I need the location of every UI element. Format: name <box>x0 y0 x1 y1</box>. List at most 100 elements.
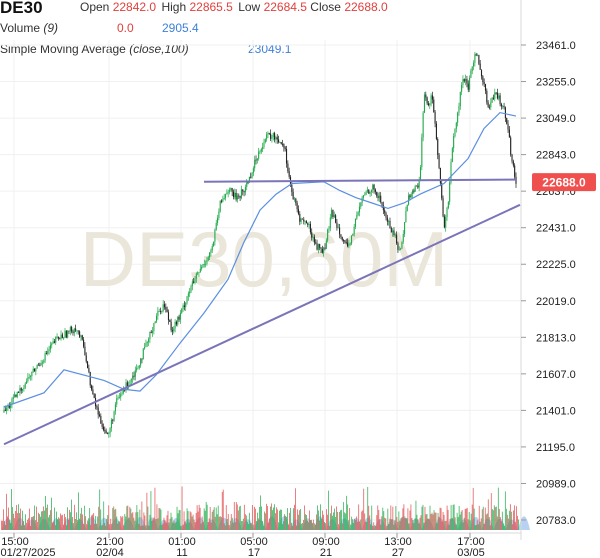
candle-body <box>84 346 86 356</box>
volume-bar <box>421 506 423 530</box>
volume-bar <box>148 525 150 530</box>
volume-bar <box>199 507 201 530</box>
candle-body <box>102 426 105 431</box>
volume-bar <box>330 513 331 530</box>
volume-bar <box>3 509 4 530</box>
candle-body <box>152 330 154 333</box>
volume-bar <box>116 516 118 530</box>
candle-body <box>183 305 185 308</box>
volume-bar <box>324 521 325 530</box>
candle-body <box>197 272 199 274</box>
candle-body <box>222 199 224 202</box>
volume-bar <box>189 511 191 530</box>
volume-bar <box>186 508 188 530</box>
candle-body <box>423 94 426 113</box>
volume-bar <box>211 511 213 530</box>
candle-body <box>504 107 506 118</box>
volume-bar <box>110 518 112 530</box>
volume-bar <box>405 518 407 530</box>
volume-bar <box>388 524 390 530</box>
candle-body <box>324 247 326 249</box>
volume-ma-wave <box>62 517 74 530</box>
candle-body <box>401 241 403 249</box>
volume-bar <box>178 510 180 530</box>
volume-bar <box>331 505 332 530</box>
volume-bar <box>346 495 348 530</box>
volume-bar <box>210 522 212 530</box>
y-tick-label: 22019.0 <box>536 296 576 308</box>
volume-bar <box>313 519 314 530</box>
candle-body <box>393 230 395 235</box>
candle-body <box>339 227 341 235</box>
volume-ma-wave <box>326 519 338 530</box>
candle-body <box>12 396 14 399</box>
volume-bar <box>47 504 48 530</box>
volume-bar <box>25 514 26 530</box>
candle-body <box>214 229 216 242</box>
volume-bar <box>158 508 160 530</box>
volume-bar <box>483 523 485 530</box>
candle-body <box>159 311 162 313</box>
volume-bar <box>358 504 360 530</box>
volume-bar <box>112 508 114 530</box>
candle-body <box>422 112 424 138</box>
candle-body <box>181 309 183 314</box>
volume-bar <box>301 523 302 530</box>
volume-bar <box>91 515 93 530</box>
candle-body <box>109 428 111 433</box>
volume-bar <box>202 521 204 530</box>
candle-body <box>311 232 313 238</box>
candle-body <box>141 358 143 360</box>
y-tick-label: 23049.0 <box>536 113 576 125</box>
volume-bar <box>500 521 502 530</box>
candle-body <box>87 361 89 369</box>
volume-bar <box>48 517 49 530</box>
candle-body <box>217 217 219 223</box>
volume-bar <box>318 510 319 530</box>
volume-bar <box>365 521 367 530</box>
candle-body <box>514 165 516 177</box>
volume-bar <box>164 520 166 530</box>
candle-body <box>85 355 87 362</box>
volume-bar <box>119 521 121 530</box>
candle-body <box>110 419 112 429</box>
candle-body <box>433 99 435 113</box>
volume-bar <box>467 519 469 530</box>
volume-bar <box>461 509 463 530</box>
volume-bar <box>457 516 459 530</box>
candle-body <box>90 385 93 390</box>
volume-bar <box>474 525 476 530</box>
volume-bar <box>255 521 257 530</box>
volume-bar <box>426 513 428 530</box>
candle-body <box>350 235 353 244</box>
volume-bar <box>400 518 402 530</box>
volume-bar <box>75 518 76 530</box>
candle-body <box>93 394 95 399</box>
volume-bar <box>263 525 264 530</box>
volume-bar <box>434 512 436 530</box>
volume-bar <box>472 487 474 530</box>
volume-bar <box>496 516 498 530</box>
volume-bar <box>372 525 374 530</box>
volume-bar <box>92 514 94 530</box>
horizontal-level-line[interactable] <box>203 178 517 183</box>
volume-bar <box>176 506 178 530</box>
x-tick-time: 01:00 <box>168 536 196 548</box>
volume-bar <box>353 523 355 530</box>
candle-body <box>331 209 333 218</box>
candle-body <box>287 163 289 172</box>
candle-body <box>113 411 115 421</box>
volume-ma-wave <box>2 518 14 530</box>
support-trendline[interactable] <box>3 203 521 446</box>
candle-body <box>211 246 213 251</box>
candle-body <box>175 321 177 325</box>
volume-ma-wave <box>38 519 50 530</box>
candle-body <box>171 330 174 332</box>
candle-body <box>354 218 357 227</box>
y-tick-label: 20989.0 <box>536 478 576 490</box>
candle-body <box>137 367 139 369</box>
volume-bar <box>497 487 499 530</box>
volume-bar <box>229 520 231 530</box>
volume-bar <box>441 521 443 530</box>
